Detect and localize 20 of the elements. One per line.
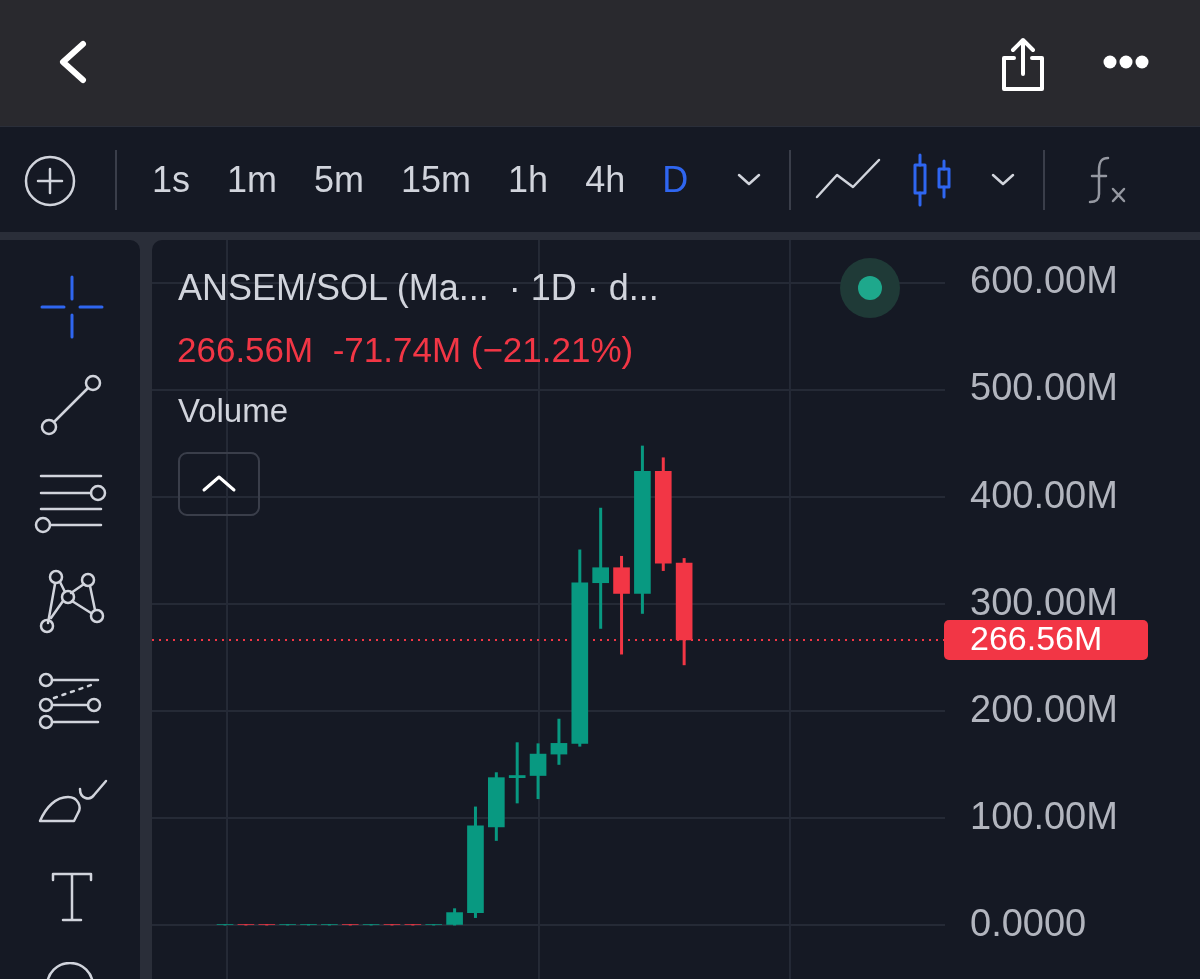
y-tick-label: 100.00M xyxy=(970,794,1118,837)
candlestick xyxy=(550,718,568,765)
text: 5m xyxy=(314,158,365,202)
text: D xyxy=(662,158,689,202)
y-tick-label: 0.0000 xyxy=(970,901,1087,944)
y-tick-label: 600.00M xyxy=(970,259,1118,302)
y-tick-label: 500.00M xyxy=(970,366,1118,409)
candlestick xyxy=(529,743,547,801)
text: 15m xyxy=(401,158,472,202)
annotation: Volume xyxy=(178,391,289,431)
text: 1s xyxy=(152,158,191,202)
candlestick xyxy=(508,742,526,804)
y-tick-label: 200.00M xyxy=(970,687,1118,730)
text: ANSEM/SOL (Ma... · 1D · d... xyxy=(178,266,659,310)
text: 4h xyxy=(585,158,626,202)
candlestick xyxy=(592,507,609,629)
text: 1h xyxy=(508,158,549,202)
text: 266.56M -71.74M (−21.21%) xyxy=(177,329,634,371)
y-tick-label: 400.00M xyxy=(970,473,1118,516)
text: 1m xyxy=(227,158,278,202)
